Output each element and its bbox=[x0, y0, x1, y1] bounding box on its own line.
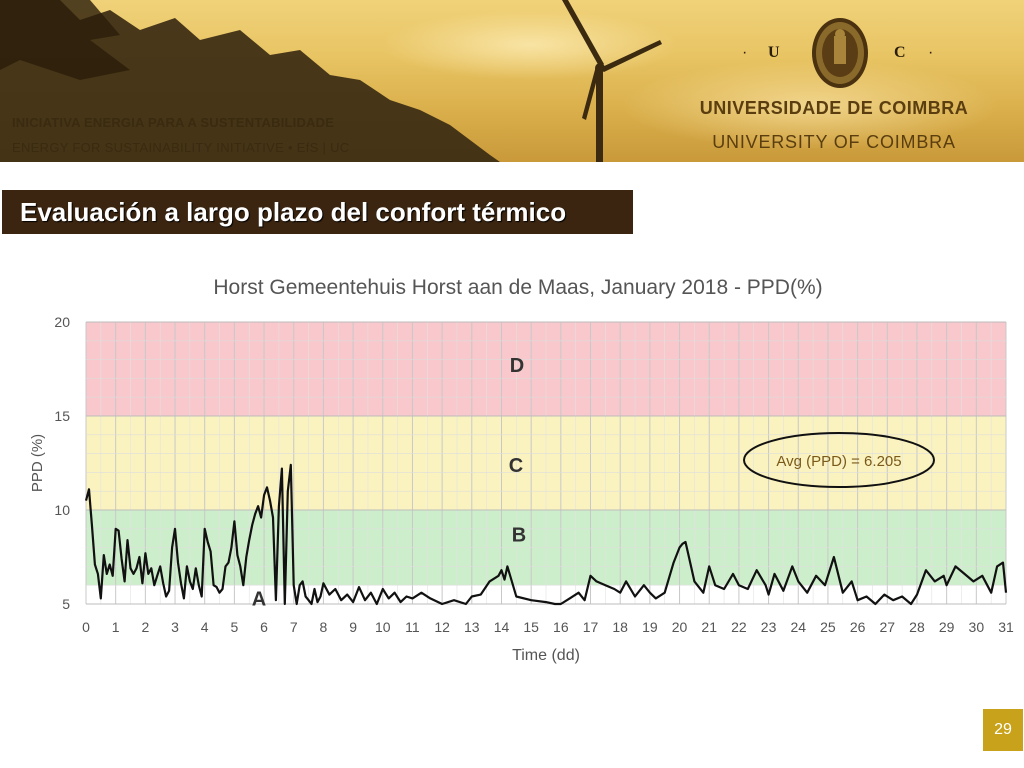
university-seal: · U C · bbox=[742, 16, 942, 94]
x-tick-label: 22 bbox=[731, 619, 747, 635]
x-tick-label: 23 bbox=[761, 619, 777, 635]
x-tick-label: 26 bbox=[850, 619, 866, 635]
y-tick-label: 20 bbox=[54, 314, 70, 330]
seal-letter-left: U bbox=[768, 44, 780, 61]
university-name-pt: UNIVERSIDADE DE COIMBRA bbox=[699, 98, 969, 118]
sky-cloud bbox=[620, 60, 1000, 150]
x-tick-label: 2 bbox=[141, 619, 149, 635]
x-tick-label: 31 bbox=[998, 619, 1014, 635]
initiative-pt-text: INICIATIVA ENERGIA PARA A SUSTENTABILIDA… bbox=[12, 115, 335, 130]
x-tick-label: 30 bbox=[969, 619, 985, 635]
chart-title: Horst Gemeentehuis Horst aan de Maas, Ja… bbox=[213, 276, 822, 299]
seal-dot-right: · bbox=[928, 44, 934, 61]
x-tick-label: 0 bbox=[82, 619, 90, 635]
average-callout-ellipse bbox=[743, 432, 935, 488]
x-tick-label: 5 bbox=[230, 619, 238, 635]
x-tick-label: 28 bbox=[909, 619, 925, 635]
y-axis-label: PPD (%) bbox=[29, 434, 46, 492]
zone-label-c: C bbox=[509, 455, 523, 477]
x-axis-label: Time (dd) bbox=[512, 647, 580, 664]
x-tick-label: 29 bbox=[939, 619, 955, 635]
university-name-en: UNIVERSITY OF COIMBRA bbox=[712, 132, 956, 152]
x-tick-label: 11 bbox=[405, 619, 420, 635]
x-tick-label: 3 bbox=[171, 619, 179, 635]
y-tick-label: 10 bbox=[54, 502, 70, 518]
x-tick-label: 21 bbox=[701, 619, 717, 635]
x-tick-label: 20 bbox=[672, 619, 688, 635]
x-tick-label: 25 bbox=[820, 619, 836, 635]
x-tick-label: 12 bbox=[434, 619, 450, 635]
x-tick-label: 1 bbox=[112, 619, 120, 635]
x-tick-label: 6 bbox=[260, 619, 268, 635]
x-tick-label: 7 bbox=[290, 619, 298, 635]
seal-dot-left: · bbox=[742, 44, 748, 61]
zone-label-b: B bbox=[512, 524, 526, 546]
seal-letter-right: C bbox=[894, 44, 906, 61]
page-number-badge: 29 bbox=[983, 709, 1023, 751]
slide-title: Evaluación a largo plazo del confort tér… bbox=[2, 190, 633, 234]
ppd-line-chart: Horst Gemeentehuis Horst aan de Maas, Ja… bbox=[29, 276, 1014, 664]
x-tick-label: 13 bbox=[464, 619, 480, 635]
x-tick-label: 16 bbox=[553, 619, 569, 635]
coimbra-seal-icon bbox=[812, 18, 868, 88]
initiative-en-text: ENERGY FOR SUSTAINABILITY INITIATIVE • E… bbox=[12, 140, 350, 155]
average-ppd-annotation: Avg (PPD) = 6.205 bbox=[776, 453, 901, 470]
sky-cloud bbox=[380, 10, 680, 80]
x-tick-label: 9 bbox=[349, 619, 357, 635]
header-banner: INICIATIVA ENERGIA PARA A SUSTENTABILIDA… bbox=[0, 0, 1024, 162]
y-tick-label: 15 bbox=[54, 408, 70, 424]
zone-label-d: D bbox=[510, 355, 524, 377]
x-tick-label: 15 bbox=[523, 619, 539, 635]
y-tick-label: 5 bbox=[62, 596, 70, 612]
tree-silhouette bbox=[0, 0, 500, 162]
x-tick-label: 8 bbox=[320, 619, 328, 635]
x-tick-label: 27 bbox=[880, 619, 896, 635]
ppd-series-line bbox=[84, 463, 1008, 606]
x-tick-label: 10 bbox=[375, 619, 391, 635]
zone-label-a: A bbox=[252, 588, 266, 610]
x-tick-label: 24 bbox=[790, 619, 806, 635]
wind-turbine-icon bbox=[562, 0, 662, 162]
x-tick-label: 19 bbox=[642, 619, 658, 635]
x-tick-label: 18 bbox=[612, 619, 628, 635]
x-tick-label: 4 bbox=[201, 619, 209, 635]
x-tick-label: 14 bbox=[494, 619, 510, 635]
x-tick-label: 17 bbox=[583, 619, 599, 635]
